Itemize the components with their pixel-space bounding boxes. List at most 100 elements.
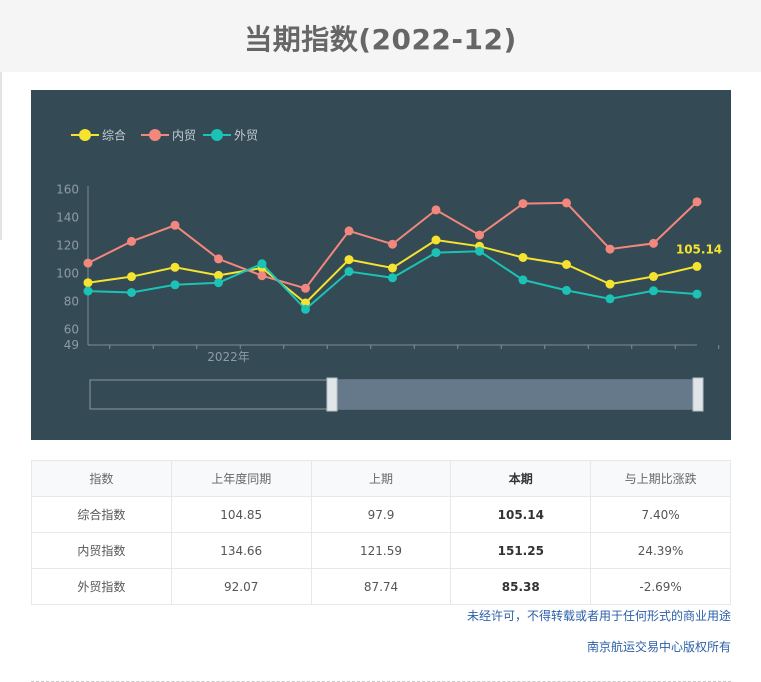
data-point (344, 267, 354, 276)
zoom-selected-range (333, 380, 698, 409)
data-point (83, 278, 93, 288)
cell-current: 151.25 (450, 532, 592, 569)
left-edge-divider (0, 72, 2, 240)
chart-lines: 105.14 (83, 197, 722, 314)
data-point (649, 238, 658, 248)
data-point (605, 294, 615, 304)
copyright-text: 南京航运交易中心版权所有 (586, 640, 731, 654)
col-header-current: 本期 (450, 460, 592, 497)
data-point (562, 260, 571, 269)
cell-previous: 87.74 (310, 568, 452, 605)
cell-change: -2.69% (590, 568, 731, 605)
data-point (301, 304, 310, 314)
data-point (388, 239, 397, 249)
cell-change: 7.40% (590, 496, 731, 533)
data-point (301, 283, 310, 293)
data-point (518, 275, 528, 285)
y-tick-label: 120 (56, 239, 79, 253)
legend-item: 外贸 (203, 129, 258, 143)
data-point (562, 198, 571, 208)
data-point (388, 263, 397, 273)
cell-last-year: 92.07 (170, 568, 312, 605)
cell-index-name: 内贸指数 (31, 532, 172, 569)
data-point (692, 289, 702, 299)
usage-notice: 未经许可，不得转载或者用于任何形式的商业用途 (466, 609, 731, 623)
data-point (214, 254, 223, 264)
table-header-row: 指数 上年度同期 上期 本期 与上期比涨跌 (31, 460, 731, 497)
cell-previous: 97.9 (310, 496, 452, 533)
page-title: 当期指数(2022-12) (244, 23, 517, 56)
cell-index-name: 综合指数 (31, 496, 172, 533)
y-tick-label: 140 (56, 211, 79, 225)
legend-item: 综合 (71, 128, 126, 143)
zoom-handle-right[interactable] (692, 377, 704, 412)
y-tick-label: 160 (56, 183, 79, 197)
chart-legend: 综合 内贸 外贸 (71, 128, 258, 143)
table-row: 综合指数 104.85 97.9 105.14 7.40% (31, 496, 731, 533)
col-header-change: 与上期比涨跌 (590, 460, 731, 497)
col-header-previous: 上期 (310, 460, 452, 497)
data-point (170, 280, 180, 290)
cell-last-year: 104.85 (170, 496, 312, 533)
data-label: 105.14 (676, 242, 722, 256)
legend-label: 综合 (102, 128, 126, 143)
table-row: 外贸指数 92.07 87.74 85.38 -2.69% (31, 568, 731, 605)
data-point (344, 226, 354, 236)
series-综合 (83, 235, 702, 308)
legend-marker (79, 129, 91, 141)
data-point (344, 255, 354, 265)
cell-index-name: 外贸指数 (31, 568, 172, 605)
zoom-slider (89, 377, 704, 412)
data-point (475, 246, 484, 256)
data-point (388, 273, 397, 283)
cell-change: 24.39% (590, 532, 731, 569)
y-tick-label: 49 (64, 338, 79, 352)
data-point (475, 230, 484, 240)
data-point (692, 197, 702, 207)
data-point (257, 259, 267, 269)
data-point (518, 253, 528, 262)
legend-item: 内贸 (141, 129, 196, 143)
data-point (127, 236, 136, 246)
index-table: 指数 上年度同期 上期 本期 与上期比涨跌 综合指数 104.85 97.9 1… (31, 460, 731, 605)
cell-previous: 121.59 (310, 532, 452, 569)
data-point (649, 286, 658, 296)
data-point (83, 286, 93, 296)
cell-current: 105.14 (450, 496, 592, 533)
y-tick-label: 60 (64, 323, 79, 337)
data-point (692, 261, 702, 271)
data-point (605, 244, 615, 254)
data-point (649, 272, 658, 282)
col-header-index: 指数 (31, 460, 172, 497)
y-tick-label: 100 (56, 267, 79, 281)
data-point (301, 298, 310, 308)
legend-label: 外贸 (234, 129, 258, 143)
data-point (431, 205, 441, 215)
data-point (431, 248, 441, 258)
data-point (127, 288, 136, 297)
data-point (127, 272, 136, 282)
cell-current: 85.38 (450, 568, 592, 605)
legend-marker (149, 129, 161, 141)
series-外贸 (83, 246, 702, 314)
data-point (214, 270, 223, 280)
data-point (257, 271, 267, 281)
x-tick-label: 2022年 (207, 350, 250, 364)
data-point (431, 235, 441, 245)
zoom-handle-left[interactable] (326, 377, 338, 412)
data-point (214, 278, 223, 288)
data-point (170, 262, 180, 272)
col-header-last-year: 上年度同期 (170, 460, 312, 497)
series-内贸 (83, 197, 702, 293)
data-point (83, 258, 93, 268)
y-tick-label: 80 (64, 295, 79, 309)
data-point (518, 199, 528, 209)
data-point (562, 285, 571, 295)
legend-marker (211, 129, 223, 141)
table-row: 内贸指数 134.66 121.59 151.25 24.39% (31, 532, 731, 569)
data-point (605, 279, 615, 289)
legend-label: 内贸 (172, 129, 196, 143)
cell-last-year: 134.66 (170, 532, 312, 569)
